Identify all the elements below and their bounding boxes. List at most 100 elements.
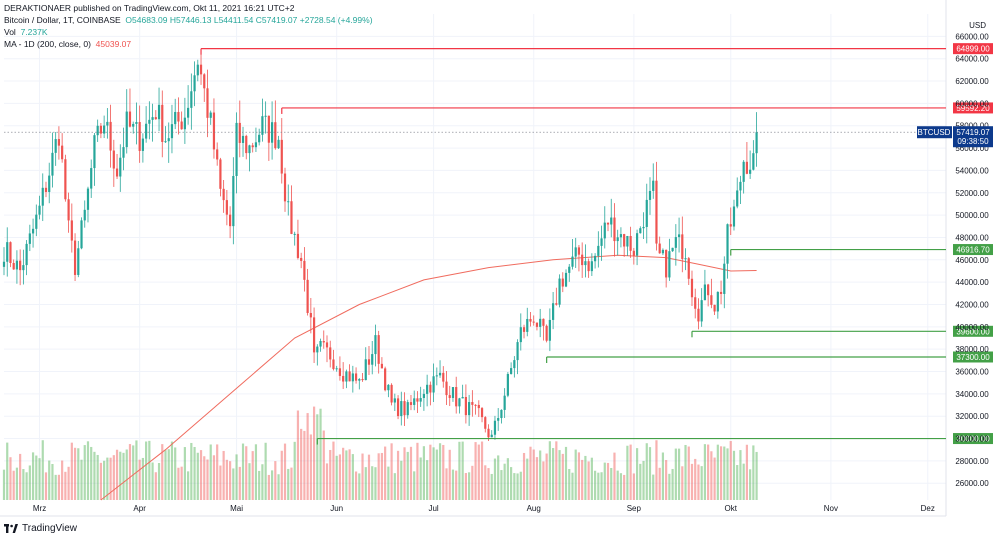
volume-bar xyxy=(61,460,64,500)
volume-bar xyxy=(264,442,267,500)
volume-bar xyxy=(354,471,358,500)
volume-bar xyxy=(296,410,300,500)
candle-body xyxy=(19,260,22,271)
volume-bar xyxy=(22,469,25,500)
volume-bar xyxy=(371,466,374,500)
volume-bar xyxy=(468,472,471,500)
candle-body xyxy=(235,122,238,176)
candle-body xyxy=(374,335,377,355)
candle-body xyxy=(390,384,393,403)
candle-body xyxy=(426,384,429,394)
candle-body xyxy=(264,115,267,117)
volume-bar xyxy=(51,463,54,500)
candle-body xyxy=(170,124,174,139)
candle-body xyxy=(31,228,35,234)
volume-bar xyxy=(70,442,73,500)
volume-bar xyxy=(164,450,167,500)
candle-body xyxy=(513,360,516,369)
candle-body xyxy=(561,278,564,287)
volume-bar xyxy=(325,463,329,500)
volume-bar xyxy=(112,455,115,500)
time-axis: Mrz Apr Mai Jun Jul Aug Sep Okt Nov Dez xyxy=(33,504,935,513)
ohlc-high: H57446.13 xyxy=(169,15,212,25)
candle-body xyxy=(532,321,535,323)
candle-body xyxy=(119,157,122,177)
last-price-countdown: 09:38:50 xyxy=(957,137,989,146)
candle-body xyxy=(316,346,319,353)
ma-legend[interactable]: MA - 1D (200, close, 0) 45039.07 xyxy=(4,39,131,50)
candle-body xyxy=(406,402,409,416)
volume-bar xyxy=(225,459,228,500)
candle-body xyxy=(174,111,177,125)
volume-bar xyxy=(358,473,361,500)
volume-bar xyxy=(25,472,28,500)
volume-bar xyxy=(458,441,461,500)
volume-bar xyxy=(448,449,451,500)
volume-bar xyxy=(416,442,419,500)
candle-body xyxy=(558,278,561,305)
candle-body xyxy=(461,396,464,399)
candle-body xyxy=(522,327,526,332)
tradingview-footer[interactable]: TradingView xyxy=(4,523,77,534)
candle-body xyxy=(203,74,206,89)
candle-body xyxy=(710,295,713,305)
volume-bar xyxy=(377,453,380,500)
candle-body xyxy=(529,318,532,322)
volume-bar xyxy=(674,448,677,500)
candle-body xyxy=(435,375,438,377)
volume-bar xyxy=(658,467,661,500)
price-tick-label: 26000.00 xyxy=(955,479,989,488)
candle-body xyxy=(306,279,309,313)
volume-bar xyxy=(613,452,616,500)
time-tick-label: Mrz xyxy=(33,504,46,513)
candle-body xyxy=(684,258,687,260)
volume-bar xyxy=(568,469,571,500)
candle-body xyxy=(64,159,67,200)
candle-body xyxy=(490,434,493,438)
volume-bar xyxy=(626,445,629,500)
volume-legend[interactable]: Vol 7.237K xyxy=(4,27,48,38)
volume-bar xyxy=(726,448,729,500)
volume-bar xyxy=(187,471,190,500)
level-price-label: 37300.00 xyxy=(956,353,990,362)
volume-bar xyxy=(154,472,157,500)
volume-bar xyxy=(374,467,377,500)
candle-body xyxy=(90,168,93,189)
candle-body xyxy=(690,278,694,298)
candle-body xyxy=(661,249,665,254)
volume-bar xyxy=(574,449,577,500)
candle-body xyxy=(245,135,248,154)
candle-body xyxy=(209,112,212,118)
candle-body xyxy=(545,325,548,341)
volume-bar xyxy=(396,450,400,500)
volume-bar xyxy=(629,444,632,500)
candle-body xyxy=(493,420,497,435)
ohlc-open: O54683.09 xyxy=(125,15,168,25)
candle-body xyxy=(623,234,626,247)
volume-bar xyxy=(616,470,619,500)
time-tick-label: Jun xyxy=(330,504,343,513)
candle-body xyxy=(438,372,442,376)
candle-body xyxy=(500,409,503,419)
candle-body xyxy=(138,122,141,151)
level-price-tag xyxy=(953,102,993,114)
volume-bar xyxy=(83,445,86,500)
volume-bar xyxy=(57,474,61,500)
candle-body xyxy=(697,308,700,322)
candle-body xyxy=(177,111,180,122)
candle-body xyxy=(480,408,484,418)
candle-body xyxy=(413,398,416,405)
volume-bar xyxy=(303,430,306,500)
volume-bar xyxy=(655,440,658,500)
volume-bar xyxy=(348,449,351,500)
volume-bar xyxy=(254,444,258,500)
candle-body xyxy=(635,233,639,256)
candle-body xyxy=(719,291,723,294)
volume-bar xyxy=(367,454,371,500)
candle-body xyxy=(106,121,109,126)
volume-bar xyxy=(639,463,642,500)
candle-body xyxy=(303,260,306,280)
volume-bar xyxy=(480,441,484,500)
